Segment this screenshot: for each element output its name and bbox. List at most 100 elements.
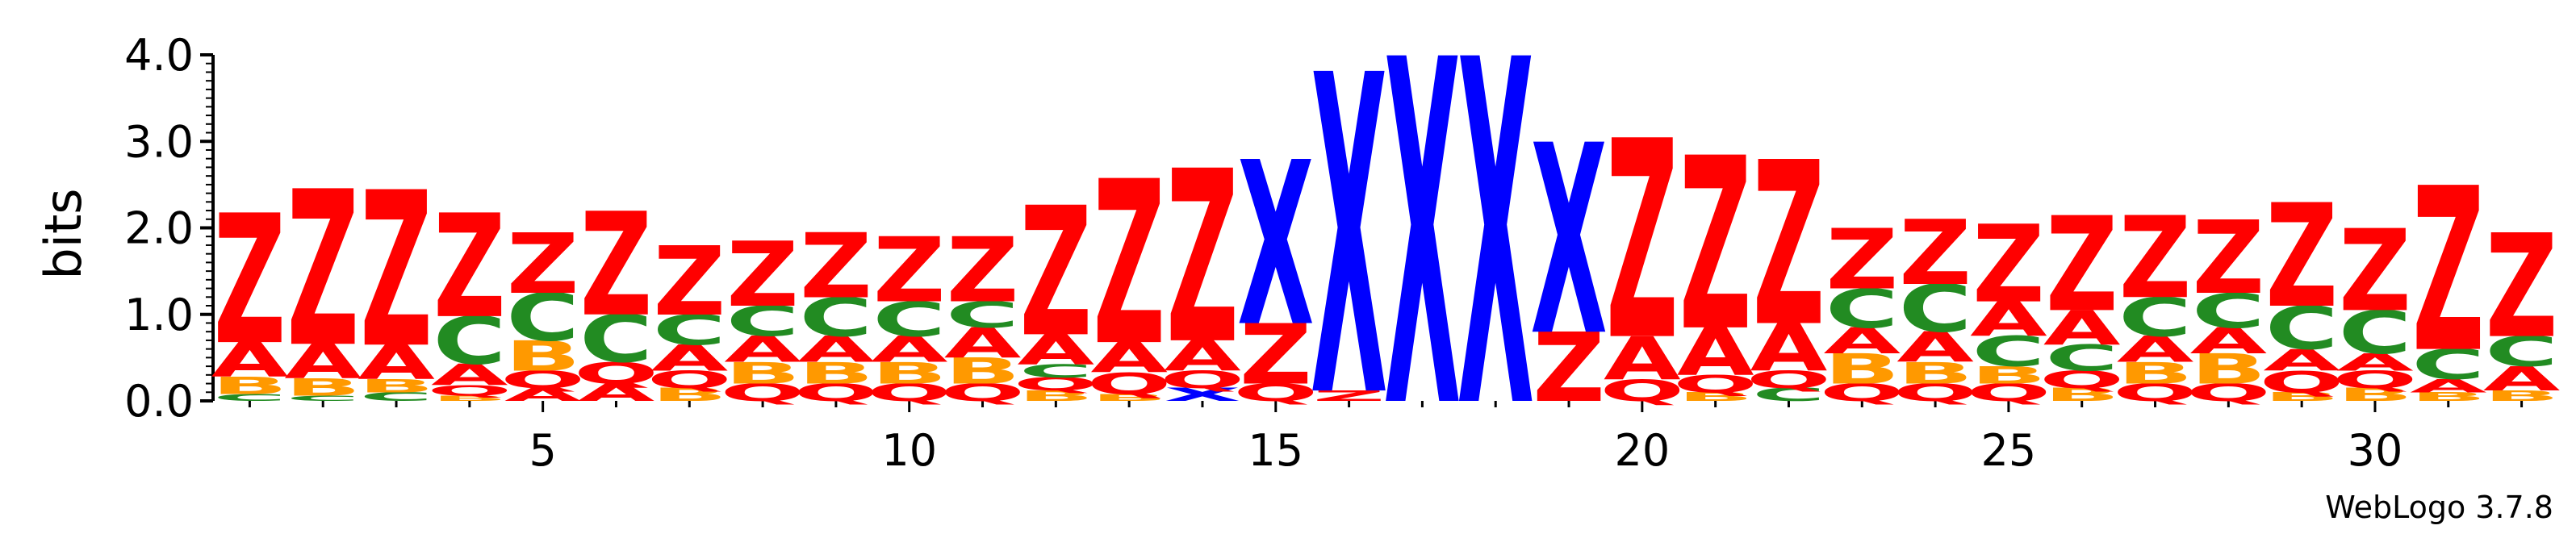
logo-glyph-c: C bbox=[2339, 298, 2412, 367]
logo-stack-20: QAZ bbox=[1600, 84, 1684, 407]
logo-glyph-q: Q bbox=[500, 366, 585, 394]
logo-glyph-a: A bbox=[871, 329, 948, 370]
logo-glyph-b: B bbox=[505, 332, 581, 381]
logo-glyph-a: A bbox=[2483, 360, 2561, 398]
logo-glyph-a: A bbox=[2336, 349, 2414, 377]
logo-glyph-z: Z bbox=[1606, 84, 1679, 401]
logo-glyph-a: A bbox=[2410, 376, 2487, 397]
logo-glyph-z: Z bbox=[2046, 189, 2118, 341]
logo-glyph-q: Q bbox=[1673, 370, 1758, 398]
logo-glyph-z: Z bbox=[2339, 206, 2411, 337]
footer-credit: WebLogo 3.7.8 bbox=[2325, 490, 2553, 525]
logo-glyph-b: B bbox=[651, 385, 727, 406]
logo-glyph-c: C bbox=[2045, 338, 2118, 379]
logo-stack-18: X bbox=[1457, 0, 1534, 514]
logo-glyph-z: Z bbox=[2119, 194, 2192, 324]
logo-glyph-c: C bbox=[1752, 385, 1825, 406]
logo-glyph-c: C bbox=[506, 280, 579, 356]
logo-glyph-q: Q bbox=[427, 382, 512, 399]
logo-glyph-c: C bbox=[1972, 328, 2046, 377]
logo-glyph-a: A bbox=[1090, 334, 1168, 382]
logo-glyph-c: C bbox=[213, 392, 286, 403]
logo-glyph-q: Q bbox=[1966, 379, 2051, 407]
logo-glyph-z: Z bbox=[1533, 314, 1605, 423]
logo-glyph-b: B bbox=[1678, 390, 1754, 403]
logo-glyph-b: B bbox=[2190, 345, 2266, 394]
logo-glyph-c: C bbox=[2265, 294, 2339, 363]
logo-glyph-c: C bbox=[800, 287, 873, 349]
logo-glyph-c: C bbox=[2118, 287, 2192, 349]
y-tick-label: 2.0 bbox=[124, 203, 194, 254]
logo-glyph-z: Z bbox=[433, 185, 506, 350]
logo-glyph-a: A bbox=[944, 319, 1022, 368]
logo-glyph-z: Z bbox=[726, 223, 799, 327]
x-tick-label: 15 bbox=[1248, 425, 1303, 476]
logo-glyph-b: B bbox=[1971, 362, 2047, 390]
logo-glyph-q: Q bbox=[1893, 379, 1978, 407]
logo-glyph-c: C bbox=[1019, 361, 1093, 382]
x-tick-label: 5 bbox=[529, 425, 556, 476]
logo-glyph-z: Z bbox=[507, 215, 579, 312]
logo-glyph-b: B bbox=[2337, 385, 2413, 406]
logo-glyph-c: C bbox=[726, 298, 800, 346]
logo-glyph-a: A bbox=[2117, 329, 2194, 370]
logo-glyph-c: C bbox=[2192, 283, 2265, 339]
logo-glyph-a: A bbox=[431, 357, 508, 392]
logo-glyph-z: Z bbox=[2193, 200, 2265, 317]
logo-glyph-q: Q bbox=[1014, 374, 1098, 395]
logo-glyph-c: C bbox=[360, 390, 433, 403]
logo-glyph-x: X bbox=[1164, 385, 1240, 406]
logo-glyph-a: A bbox=[1604, 324, 1681, 393]
logo-glyph-q: Q bbox=[1746, 366, 1831, 394]
y-tick-label: 3.0 bbox=[124, 116, 194, 167]
logo-glyph-z: Z bbox=[1972, 203, 2045, 327]
logo-glyph-c: C bbox=[946, 294, 1019, 336]
logo-glyph-a: A bbox=[1164, 332, 1241, 381]
y-tick-label: 4.0 bbox=[124, 30, 194, 81]
logo-glyph-a: A bbox=[284, 334, 362, 390]
logo-glyph-a: A bbox=[211, 332, 289, 388]
logo-stack-17: X bbox=[1384, 0, 1461, 514]
x-tick-label: 25 bbox=[1981, 425, 2037, 476]
logo-glyph-q: Q bbox=[1820, 379, 1905, 407]
logo-glyph-q: Q bbox=[647, 366, 732, 394]
logo-glyph-a: A bbox=[1750, 310, 1828, 386]
y-tick-label: 0.0 bbox=[124, 376, 194, 427]
logo-glyph-z: Z bbox=[800, 215, 872, 319]
logo-glyph-x: X bbox=[1457, 0, 1534, 514]
logo-glyph-z: Z bbox=[653, 227, 726, 337]
logo-glyph-c: C bbox=[872, 292, 946, 348]
logo-glyph-z: Z bbox=[1020, 170, 1093, 377]
logo-glyph-b: B bbox=[798, 356, 874, 390]
logo-glyph-z: Z bbox=[1166, 122, 1239, 398]
logo-glyph-x: X bbox=[1530, 90, 1607, 393]
logo-glyph-z: Z bbox=[2486, 204, 2558, 369]
logo-glyph-b: B bbox=[211, 373, 287, 400]
logo-glyph-b: B bbox=[1018, 388, 1094, 405]
logo-glyph-q: Q bbox=[793, 379, 878, 407]
logo-glyph-z: Z bbox=[580, 182, 653, 348]
logo-glyph-b: B bbox=[1824, 345, 1900, 394]
logo-glyph-a: A bbox=[1823, 320, 1901, 361]
logo-glyph-q: Q bbox=[721, 379, 805, 407]
logo-glyph-z: Z bbox=[214, 178, 286, 386]
logo-glyph-z: Z bbox=[1093, 133, 1165, 395]
logo-glyph-q: Q bbox=[867, 379, 951, 407]
x-tick-label: 30 bbox=[2348, 425, 2403, 476]
logo-glyph-a: A bbox=[1970, 292, 2047, 348]
logo-glyph-c: C bbox=[433, 303, 506, 379]
logo-stacks: CBAZCBAZCBAZBQACZAQBCZAQCZBQACZQBACZQBAC… bbox=[211, 0, 2561, 514]
